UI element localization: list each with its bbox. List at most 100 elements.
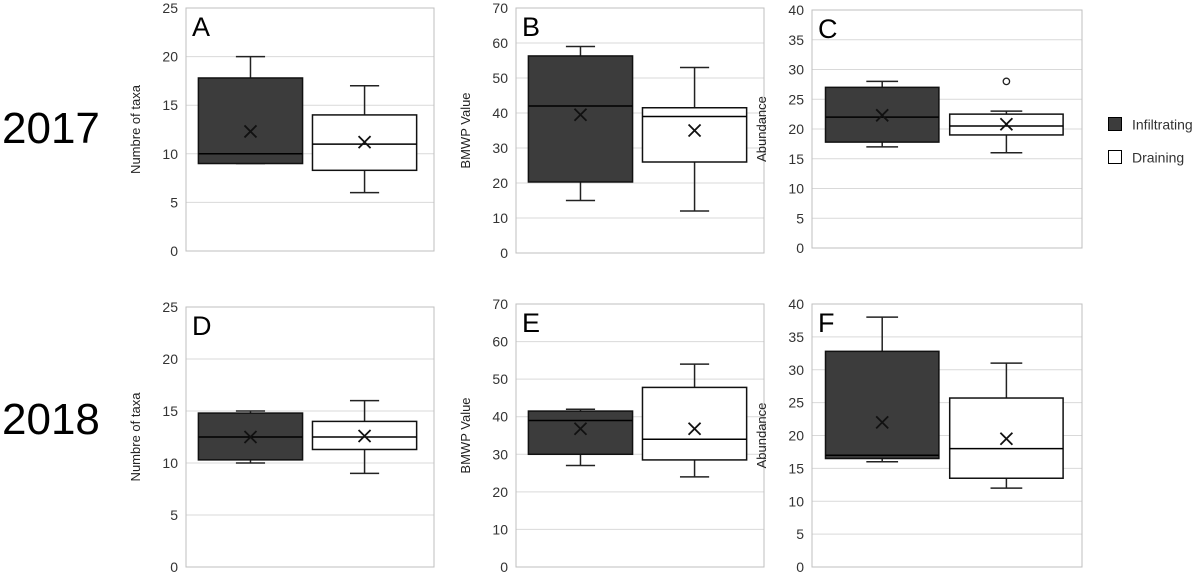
y-tick-label: 50 bbox=[492, 371, 508, 387]
iqr-box bbox=[197, 77, 304, 165]
y-tick-label: 70 bbox=[492, 0, 508, 16]
y-tick-label: 0 bbox=[500, 245, 508, 261]
plot-frame bbox=[515, 7, 765, 254]
iqr-box bbox=[641, 386, 748, 461]
mean-marker bbox=[687, 422, 702, 436]
panel-letter: D bbox=[192, 311, 212, 341]
y-tick-label: 5 bbox=[170, 194, 178, 210]
y-tick-label: 0 bbox=[796, 240, 804, 256]
y-tick-label: 15 bbox=[162, 403, 178, 419]
y-tick-label: 40 bbox=[788, 2, 804, 18]
legend-label-infiltrating: Infiltrating bbox=[1132, 116, 1193, 133]
y-tick-label: 20 bbox=[788, 121, 804, 137]
y-tick-label: 20 bbox=[492, 175, 508, 191]
y-tick-label: 20 bbox=[492, 484, 508, 500]
mean-marker bbox=[243, 124, 258, 139]
mean-marker bbox=[243, 430, 258, 444]
plot-frame bbox=[811, 303, 1083, 568]
box-draining bbox=[948, 77, 1064, 154]
y-tick-label: 0 bbox=[500, 559, 508, 575]
y-tick-label: 35 bbox=[788, 329, 804, 345]
y-tick-label: 25 bbox=[162, 299, 178, 315]
y-tick-label: 25 bbox=[788, 91, 804, 107]
y-tick-label: 10 bbox=[492, 521, 508, 537]
y-axis-label: Abundance bbox=[754, 96, 769, 162]
legend-swatch-draining bbox=[1108, 150, 1122, 165]
legend-item-draining: Draining bbox=[1108, 148, 1184, 165]
y-tick-label: 10 bbox=[788, 493, 804, 509]
mean-marker bbox=[573, 422, 588, 436]
y-tick-label: 30 bbox=[492, 140, 508, 156]
y-tick-label: 25 bbox=[788, 395, 804, 411]
box-infiltrating bbox=[824, 316, 940, 463]
panel-letter: B bbox=[522, 12, 540, 42]
panel-e: 0 10 20 30 40 50 60 70 BMWP Value E bbox=[458, 296, 765, 575]
iqr-box bbox=[527, 55, 634, 183]
y-tick-label: 60 bbox=[492, 334, 508, 350]
y-tick-label: 5 bbox=[796, 526, 804, 542]
box-infiltrating bbox=[197, 410, 304, 464]
y-tick-label: 0 bbox=[170, 559, 178, 575]
y-tick-label: 15 bbox=[788, 151, 804, 167]
mean-marker bbox=[875, 108, 889, 122]
mean-marker bbox=[875, 415, 889, 429]
y-tick-label: 0 bbox=[796, 559, 804, 575]
box-infiltrating bbox=[824, 80, 940, 148]
y-tick-label: 70 bbox=[492, 296, 508, 312]
plot-frame bbox=[515, 303, 765, 568]
plot-frame bbox=[185, 306, 435, 568]
year-label-2018: 2018 bbox=[2, 395, 100, 444]
box-infiltrating bbox=[197, 55, 304, 165]
y-tick-label: 5 bbox=[796, 210, 804, 226]
y-tick-label: 60 bbox=[492, 35, 508, 51]
y-tick-label: 20 bbox=[788, 428, 804, 444]
mean-marker bbox=[999, 432, 1014, 446]
y-axis-label: BMWP Value bbox=[458, 92, 473, 168]
y-axis-label: Numbre of taxa bbox=[128, 84, 143, 174]
year-label-2017: 2017 bbox=[2, 104, 100, 153]
box-infiltrating bbox=[527, 45, 634, 202]
y-tick-label: 0 bbox=[170, 243, 178, 259]
plot-frame bbox=[185, 7, 435, 252]
outlier-point bbox=[1002, 77, 1011, 86]
y-tick-label: 10 bbox=[788, 181, 804, 197]
box-draining bbox=[641, 363, 748, 478]
y-tick-label: 40 bbox=[492, 105, 508, 121]
box-infiltrating bbox=[527, 408, 634, 467]
mean-marker bbox=[357, 429, 372, 443]
panel-letter: E bbox=[522, 308, 540, 338]
y-tick-label: 15 bbox=[162, 97, 178, 113]
legend-swatch-infiltrating bbox=[1108, 117, 1122, 132]
y-tick-label: 10 bbox=[492, 210, 508, 226]
y-tick-label: 40 bbox=[788, 296, 804, 312]
box-draining bbox=[311, 85, 418, 194]
panel-d: 0 5 10 15 20 25 Numbre of taxa D bbox=[128, 299, 435, 575]
y-tick-label: 40 bbox=[492, 409, 508, 425]
mean-marker bbox=[999, 117, 1014, 131]
plot-frame bbox=[811, 9, 1083, 249]
y-axis-label: BMWP Value bbox=[458, 397, 473, 473]
y-tick-label: 30 bbox=[788, 62, 804, 78]
panel-letter: C bbox=[818, 14, 838, 44]
iqr-box bbox=[527, 410, 634, 456]
iqr-box bbox=[824, 350, 940, 460]
mean-marker bbox=[573, 108, 588, 122]
panel-a: 0 5 10 15 20 25 Numbre of taxa A bbox=[128, 0, 435, 259]
y-tick-label: 5 bbox=[170, 507, 178, 523]
panel-letter: F bbox=[818, 308, 835, 338]
mean-marker bbox=[687, 123, 702, 138]
mean-marker bbox=[357, 135, 372, 149]
y-axis-label: Abundance bbox=[754, 403, 769, 469]
panel-f: 0 5 10 15 20 25 30 35 40 Abundance F bbox=[754, 296, 1083, 575]
panel-letter: A bbox=[192, 12, 210, 42]
box-draining bbox=[641, 66, 748, 212]
y-tick-label: 20 bbox=[162, 351, 178, 367]
y-tick-label: 30 bbox=[788, 362, 804, 378]
legend-label-draining: Draining bbox=[1132, 149, 1185, 166]
box-draining bbox=[311, 399, 418, 475]
y-tick-label: 10 bbox=[162, 146, 178, 162]
panel-c: 0 5 10 15 20 25 30 35 40 Abundance C bbox=[754, 2, 1083, 256]
y-tick-label: 20 bbox=[162, 49, 178, 65]
legend-item-infiltrating: Infiltrating bbox=[1108, 115, 1193, 132]
